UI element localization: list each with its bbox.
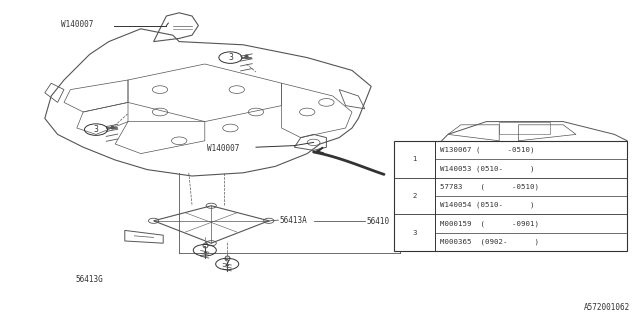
- Text: W140053 (0510-      ): W140053 (0510- ): [440, 165, 535, 172]
- Text: W140007: W140007: [207, 144, 239, 153]
- Text: 56413A: 56413A: [280, 216, 307, 225]
- Text: 57783    (      -0510): 57783 ( -0510): [440, 184, 540, 190]
- Text: 56410: 56410: [366, 217, 389, 226]
- Text: 1: 1: [412, 156, 417, 162]
- Text: 3: 3: [228, 53, 233, 62]
- Text: A572001062: A572001062: [584, 303, 630, 312]
- Text: M000159  (      -0901): M000159 ( -0901): [440, 220, 540, 227]
- Text: 3: 3: [93, 125, 99, 134]
- Text: W140007: W140007: [61, 20, 93, 29]
- Text: 2: 2: [225, 260, 230, 268]
- Text: 2: 2: [412, 193, 417, 199]
- Bar: [499, 122, 550, 134]
- Text: 3: 3: [412, 230, 417, 236]
- Text: M000365  (0902-      ): M000365 (0902- ): [440, 239, 540, 245]
- Text: W130067 (      -0510): W130067 ( -0510): [440, 147, 535, 153]
- Bar: [394, 141, 627, 251]
- Text: 56413G: 56413G: [76, 275, 103, 284]
- Text: 1: 1: [202, 246, 207, 255]
- Text: W140054 (0510-      ): W140054 (0510- ): [440, 202, 535, 208]
